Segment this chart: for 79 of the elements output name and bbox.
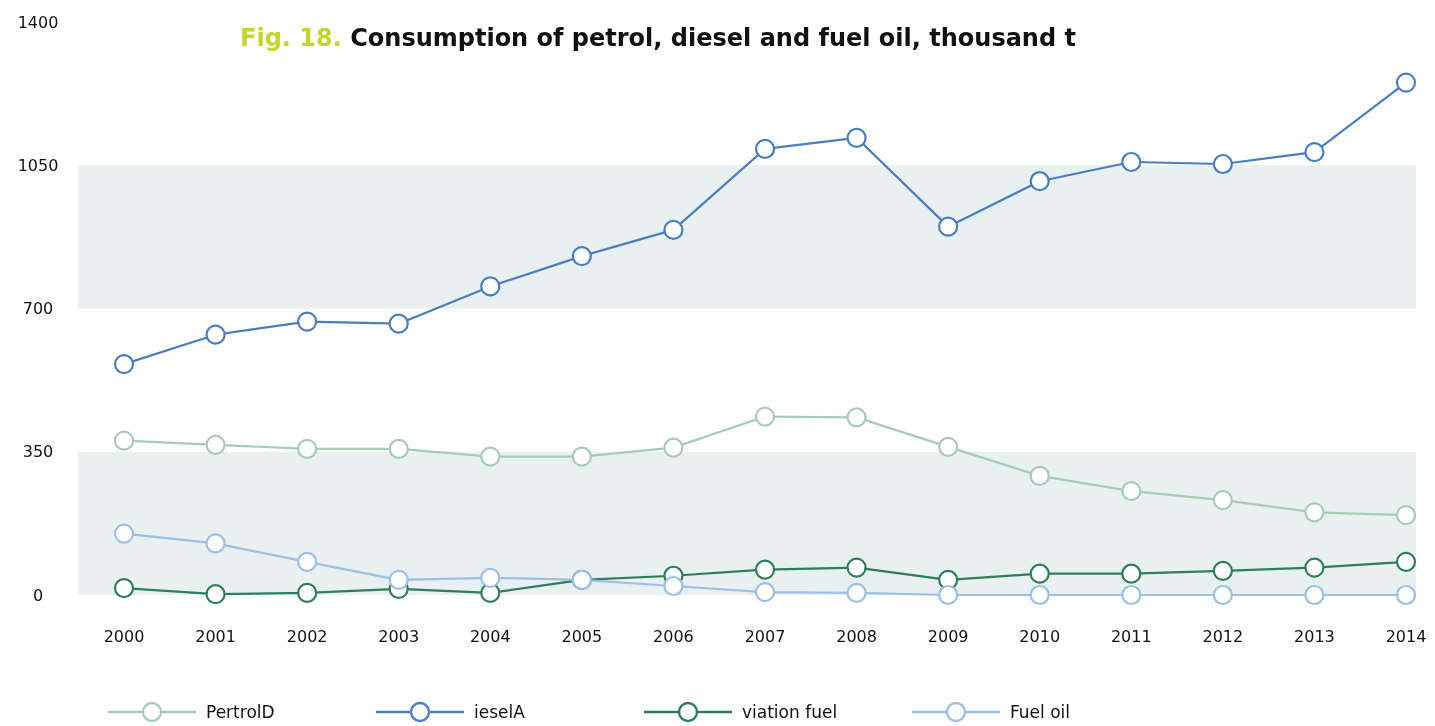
point bbox=[205, 434, 226, 455]
point bbox=[480, 446, 501, 467]
x-tick-label: 2003 bbox=[378, 626, 420, 646]
point bbox=[846, 582, 867, 604]
legend-label: PertrolD bbox=[206, 701, 275, 722]
point bbox=[938, 216, 959, 237]
point bbox=[1029, 584, 1050, 606]
point bbox=[1212, 489, 1233, 511]
point bbox=[1121, 151, 1142, 173]
point bbox=[938, 584, 959, 606]
point bbox=[1304, 557, 1325, 578]
point bbox=[754, 559, 776, 580]
point bbox=[571, 446, 592, 467]
x-tick-label: 2010 bbox=[1019, 626, 1061, 646]
point bbox=[1395, 505, 1417, 526]
point bbox=[1121, 584, 1142, 606]
point bbox=[480, 276, 501, 297]
x-tick-label: 2005 bbox=[561, 626, 603, 646]
point bbox=[1304, 584, 1325, 606]
point bbox=[1029, 171, 1050, 192]
point bbox=[1029, 563, 1050, 584]
point bbox=[297, 551, 318, 572]
x-tick-label: 2013 bbox=[1294, 626, 1335, 646]
point bbox=[113, 577, 135, 599]
legend-label: Fuel oil bbox=[1010, 701, 1071, 722]
point bbox=[846, 127, 867, 148]
point bbox=[754, 138, 776, 159]
point bbox=[663, 437, 684, 458]
x-tick-label: 2006 bbox=[653, 626, 694, 646]
point bbox=[113, 354, 135, 375]
y-tick-label: 350 bbox=[22, 442, 54, 462]
point bbox=[297, 311, 318, 332]
point bbox=[388, 438, 409, 459]
y-tick-label: 1050 bbox=[17, 155, 59, 175]
point bbox=[938, 436, 959, 457]
legend-label: ieselA bbox=[474, 701, 526, 722]
point bbox=[297, 438, 318, 459]
x-tick-label: 2007 bbox=[744, 626, 786, 646]
y-tick-label: 0 bbox=[32, 585, 44, 605]
point bbox=[480, 567, 501, 588]
point bbox=[113, 523, 135, 544]
point bbox=[205, 533, 226, 554]
legend-label: viation fuel bbox=[742, 701, 838, 722]
x-tick-label: 2004 bbox=[469, 626, 511, 646]
point bbox=[1212, 584, 1233, 606]
point bbox=[663, 219, 684, 241]
point bbox=[388, 569, 409, 590]
x-tick-label: 2002 bbox=[286, 626, 328, 646]
x-tick-label: 2008 bbox=[836, 626, 877, 646]
chart-title: Fig. 18. Consumption of petrol, diesel and fuel oil, thousand t bbox=[240, 24, 1076, 53]
x-tick-label: 2009 bbox=[927, 626, 969, 646]
x-tick-label: 2011 bbox=[1110, 626, 1152, 646]
point bbox=[1212, 560, 1233, 581]
point bbox=[205, 324, 226, 345]
point bbox=[754, 406, 776, 427]
x-tick-label: 2000 bbox=[103, 626, 145, 646]
point bbox=[663, 575, 684, 597]
point bbox=[1395, 72, 1417, 93]
point bbox=[1212, 153, 1233, 175]
point bbox=[1395, 584, 1417, 606]
point bbox=[846, 557, 867, 578]
point bbox=[1029, 465, 1050, 486]
point bbox=[1304, 142, 1325, 163]
point bbox=[1121, 563, 1142, 584]
point bbox=[571, 246, 592, 267]
point bbox=[388, 313, 409, 334]
x-tick-label: 2014 bbox=[1385, 626, 1427, 646]
point bbox=[1304, 502, 1325, 523]
point bbox=[297, 582, 318, 604]
point bbox=[113, 430, 135, 451]
x-tick-label: 2001 bbox=[195, 626, 236, 646]
x-tick-label: 2012 bbox=[1202, 626, 1244, 646]
point bbox=[846, 407, 867, 428]
point bbox=[1395, 551, 1417, 572]
point bbox=[205, 584, 226, 605]
y-tick-label: 1400 bbox=[17, 12, 59, 32]
point bbox=[754, 582, 776, 603]
y-tick-label: 700 bbox=[22, 299, 54, 319]
point bbox=[1121, 480, 1142, 502]
